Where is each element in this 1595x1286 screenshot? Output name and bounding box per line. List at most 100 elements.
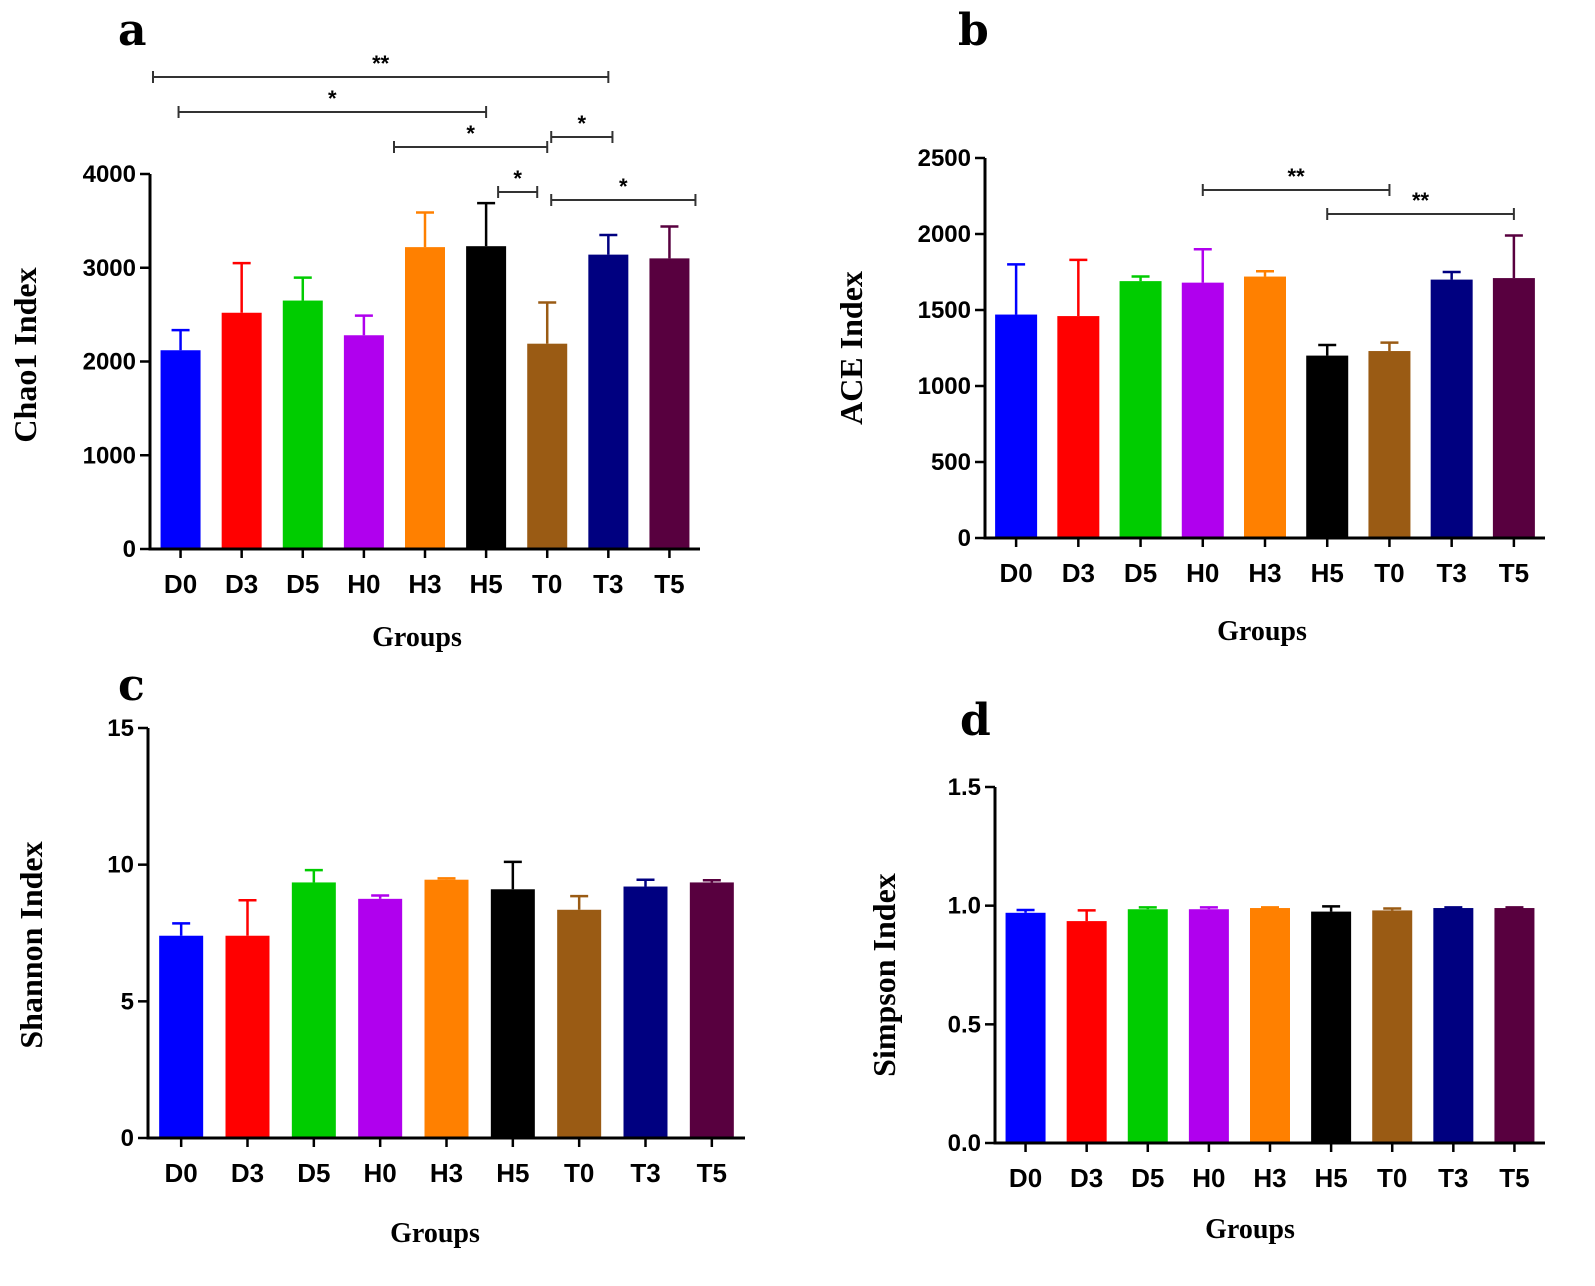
x-tick-label: D3 [1062, 558, 1095, 588]
panel-c: c D0 D3 D5 H0 H3 H5 T0 T3 T5 0 5 10 15 Groups Shannon I… [13, 660, 745, 1249]
error-bar-t3 [1444, 906, 1463, 909]
bar-h0 [358, 898, 403, 1138]
y-tick-label: 2000 [918, 221, 971, 248]
significance-label: * [578, 111, 587, 136]
bar-t3 [623, 886, 668, 1138]
y-tick-label: 1000 [83, 442, 136, 469]
bar-d3 [221, 312, 262, 549]
x-tick-label: D5 [1131, 1163, 1164, 1193]
y-tick-label: 1500 [918, 297, 971, 324]
x-tick-label: H5 [1314, 1163, 1347, 1193]
y-tick-label: 2000 [83, 349, 136, 376]
significance-bracket [550, 131, 614, 143]
error-bar-d5 [1131, 275, 1150, 282]
x-tick-label: T3 [1438, 1163, 1468, 1193]
significance-label: * [328, 86, 337, 111]
bar-d3 [1057, 316, 1100, 538]
panel-d: d D0 D3 D5 H0 H3 H5 T0 T3 T5 0.0 0.5 1.0 1.5 Groups Sim… [866, 695, 1545, 1245]
error-bar-h3 [416, 211, 434, 248]
x-tick-label: D0 [164, 569, 197, 599]
y-axis-label: Simpson Index [866, 873, 902, 1077]
error-bar-h3 [1261, 906, 1279, 909]
x-tick-label: D3 [231, 1158, 264, 1188]
significance-bracket [1326, 208, 1515, 220]
error-bar-d0 [171, 328, 190, 351]
bar-t3 [1433, 908, 1474, 1143]
error-bar-t0 [570, 894, 589, 910]
x-tick-label: D3 [225, 569, 258, 599]
x-tick-label: H3 [1248, 558, 1281, 588]
x-tick-label: D0 [999, 558, 1032, 588]
x-tick-label: H3 [1253, 1163, 1286, 1193]
x-tick-label: H0 [1186, 558, 1219, 588]
error-bar-d3 [1069, 258, 1088, 317]
x-tick-label: T0 [1374, 558, 1404, 588]
error-bar-t0 [1383, 907, 1402, 911]
error-bar-h0 [1193, 247, 1212, 283]
bar-d0 [1005, 912, 1046, 1143]
y-tick-label: 2500 [918, 145, 971, 172]
bar-d3 [225, 935, 270, 1138]
x-axis-label: Groups [1205, 1214, 1295, 1245]
x-tick-label: T5 [654, 569, 684, 599]
y-tick-label: 4000 [83, 161, 136, 188]
x-tick-label: H3 [408, 569, 441, 599]
bar-d0 [159, 935, 204, 1138]
significance-label: * [513, 166, 522, 191]
x-tick-label: D0 [165, 1158, 198, 1188]
x-tick-label: H5 [496, 1158, 529, 1188]
x-tick-label: T0 [1377, 1163, 1407, 1193]
bar-h3 [1250, 908, 1290, 1143]
bar-t5 [649, 258, 690, 549]
bar-d5 [282, 300, 323, 549]
y-tick-label: 500 [931, 449, 971, 476]
error-bar-t5 [1504, 234, 1523, 279]
significance-label: ** [372, 51, 390, 76]
error-bar-h5 [477, 201, 496, 247]
error-bar-t0 [1380, 341, 1399, 352]
x-tick-label: T3 [1436, 558, 1466, 588]
error-bar-d5 [1138, 906, 1157, 910]
error-bar-h0 [354, 314, 373, 336]
bar-h0 [1188, 909, 1229, 1143]
error-bar-t5 [660, 225, 679, 259]
bar-d5 [291, 882, 336, 1138]
error-bar-d0 [1016, 908, 1035, 913]
error-bar-h0 [371, 894, 390, 899]
bar-h5 [490, 889, 535, 1138]
panel-letter: c [118, 660, 145, 711]
bar-h5 [1311, 911, 1352, 1143]
bar-t0 [1368, 351, 1411, 538]
panel-letter: a [118, 5, 147, 56]
error-bar-t3 [636, 878, 655, 887]
significance-label: * [619, 174, 628, 199]
bar-h0 [343, 335, 384, 549]
bar-d0 [160, 350, 201, 549]
x-axis-label: Groups [390, 1218, 480, 1249]
y-tick-label: 0 [121, 1125, 134, 1152]
error-bar-h5 [503, 860, 522, 890]
panel-a: a D0 D3 D5 H0 H3 H5 T0 T3 T5 0 1000 2000 3000 4000 Grou… [7, 5, 700, 653]
x-tick-label: H5 [1311, 558, 1344, 588]
y-tick-label: 0.5 [948, 1011, 981, 1038]
bar-d5 [1127, 909, 1168, 1143]
significance-bracket [393, 141, 549, 153]
bar-t3 [588, 254, 629, 549]
bar-d5 [1119, 281, 1162, 538]
significance-bracket [550, 194, 697, 206]
error-bar-d5 [304, 868, 323, 883]
x-tick-label: H5 [469, 569, 502, 599]
x-tick-label: T5 [1499, 558, 1529, 588]
error-bar-h3 [437, 877, 456, 880]
x-tick-label: T5 [1499, 1163, 1529, 1193]
error-bar-d0 [172, 922, 191, 936]
x-tick-label: H0 [364, 1158, 397, 1188]
y-axis-label: Shannon Index [13, 841, 49, 1048]
error-bar-d3 [238, 898, 257, 936]
x-tick-label: T0 [564, 1158, 594, 1188]
panel-b: b D0 D3 D5 H0 H3 H5 T0 T3 T5 0 500 1000 1500 2000 2500 G… [833, 5, 1545, 647]
x-tick-label: H3 [430, 1158, 463, 1188]
bar-t5 [1494, 908, 1535, 1143]
x-tick-label: D3 [1070, 1163, 1103, 1193]
